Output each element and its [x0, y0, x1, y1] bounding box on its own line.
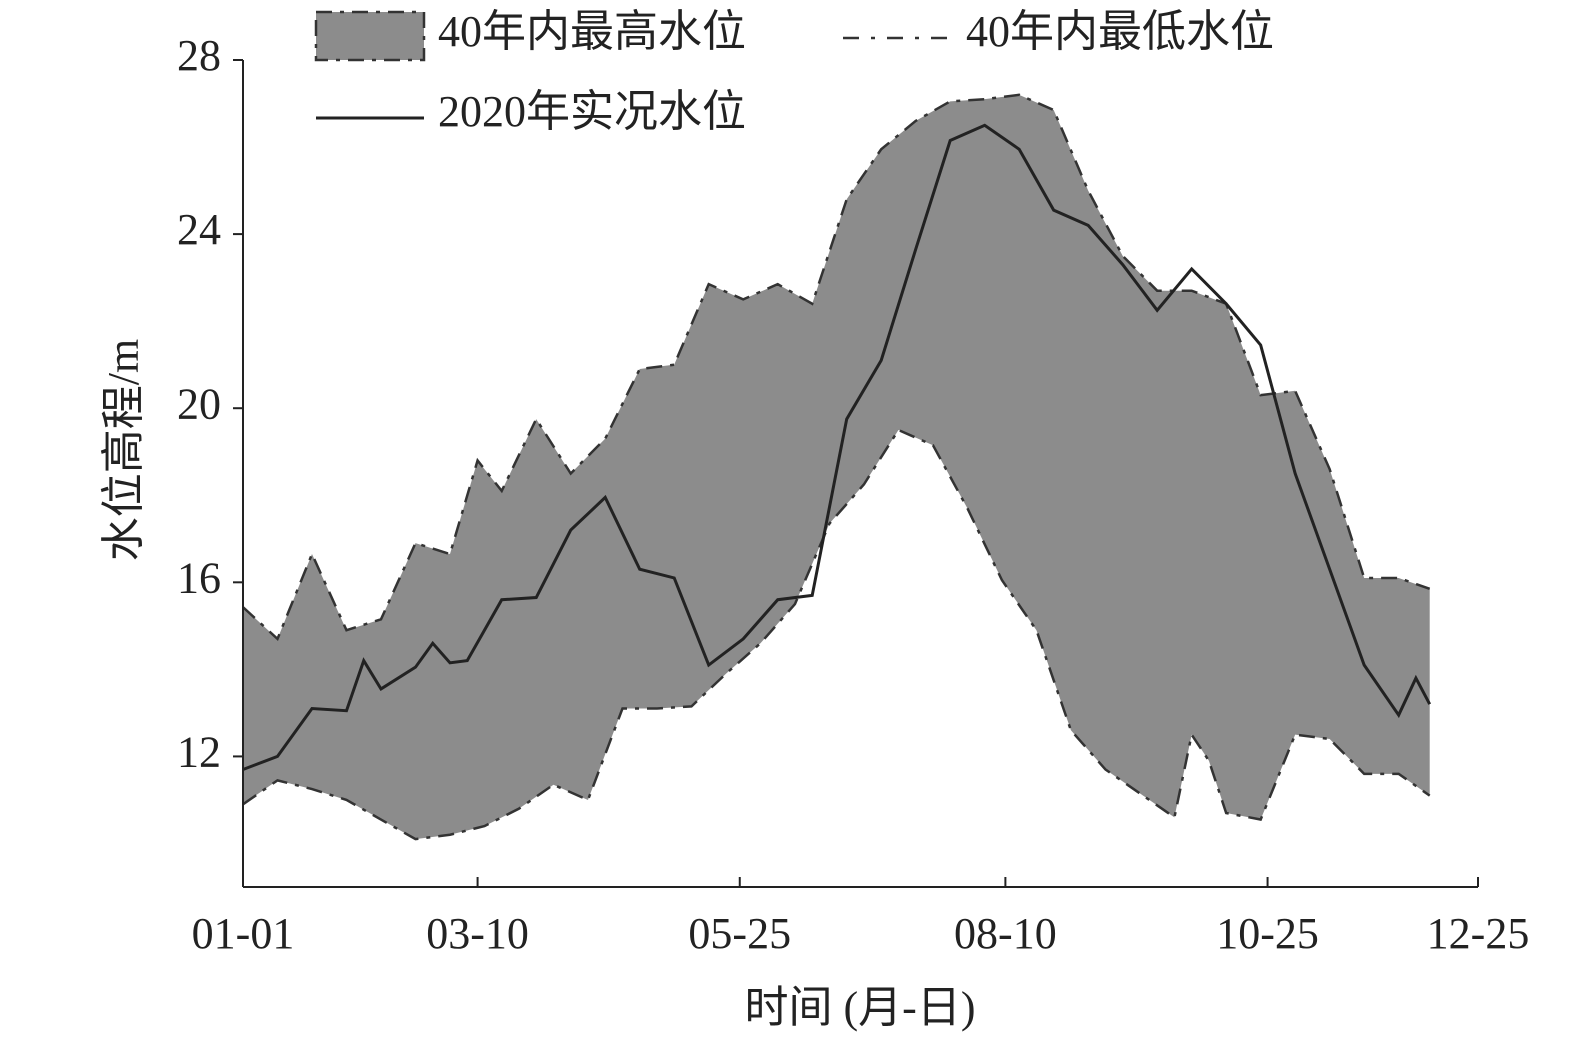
legend-label: 2020年实况水位 [438, 87, 746, 136]
x-tick-label: 08-10 [954, 909, 1057, 958]
y-tick-label: 16 [177, 553, 221, 602]
x-axis-title: 时间 (月-日) [745, 983, 976, 1032]
y-tick-label: 24 [177, 205, 221, 254]
y-axis-title: 水位高程/m [99, 339, 148, 561]
y-tick-label: 28 [177, 31, 221, 80]
legend-label: 40年内最高水位 [438, 7, 746, 56]
line [242, 123, 1432, 771]
dashed-line [242, 93, 1431, 642]
x-tick-label: 05-25 [688, 909, 791, 958]
x-tick-label: 03-10 [426, 909, 529, 958]
legend-label: 40年内最低水位 [966, 7, 1274, 56]
x-tick-label: 01-01 [192, 909, 295, 958]
legend-swatch [314, 10, 426, 62]
dashed-line [242, 428, 1431, 841]
y-tick-label: 12 [177, 728, 221, 777]
y-tick-label: 20 [177, 379, 221, 428]
x-tick-label: 12-25 [1427, 909, 1530, 958]
x-tick-label: 10-25 [1216, 909, 1319, 958]
